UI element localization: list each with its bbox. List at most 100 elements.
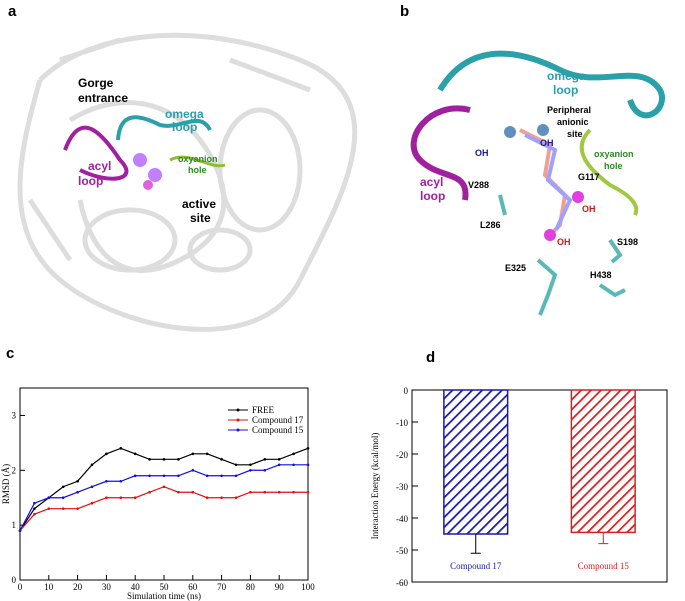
data-point <box>292 463 295 467</box>
annotation: Gorge <box>78 76 114 90</box>
data-point <box>162 485 166 489</box>
y-tick-label: 3 <box>12 410 17 420</box>
data-point <box>162 458 166 461</box>
legend-marker <box>236 408 240 412</box>
data-point <box>177 490 180 494</box>
data-point <box>177 474 180 478</box>
data-point <box>234 463 238 467</box>
legend-label: Compound 15 <box>252 425 304 435</box>
oh-label: OH <box>475 148 489 158</box>
annotation: Peripheral <box>547 105 591 115</box>
data-point <box>105 496 108 500</box>
y-axis-label: RMSD (Å) <box>1 464 11 504</box>
x-tick-label: 40 <box>131 582 141 592</box>
data-point <box>306 447 310 450</box>
data-point <box>234 496 238 500</box>
series-line <box>19 447 309 531</box>
data-point <box>33 507 36 510</box>
ligand <box>133 153 162 190</box>
data-point <box>292 452 295 456</box>
residue-label: L286 <box>480 220 501 230</box>
data-point <box>33 512 36 516</box>
data-point <box>33 501 36 505</box>
annotation: oxyanion <box>594 149 634 159</box>
data-point <box>263 468 267 472</box>
error-bar <box>470 534 481 554</box>
annotation: anionic <box>557 117 589 127</box>
data-point <box>18 529 22 532</box>
data-point <box>249 463 252 467</box>
data-point <box>277 458 281 461</box>
y-tick-label: -60 <box>396 578 408 588</box>
x-tick-label: 70 <box>217 582 227 592</box>
y-tick-label: -30 <box>396 482 408 492</box>
residue-sticks <box>498 194 626 316</box>
y-tick-label: 2 <box>12 465 17 475</box>
legend-marker <box>236 428 240 432</box>
y-axis-label: Interaction Energy (kcal/mol) <box>370 433 380 540</box>
x-tick-label: 60 <box>188 582 198 592</box>
oh-label: OH <box>582 204 596 214</box>
data-point <box>292 490 295 494</box>
x-tick-label: 0 <box>18 582 23 592</box>
acyl-loop-ribbon <box>410 105 471 201</box>
data-point <box>119 447 123 450</box>
data-point <box>306 490 310 494</box>
data-point <box>133 474 137 478</box>
annotation: site <box>567 129 583 139</box>
data-point <box>306 463 310 467</box>
data-point <box>220 496 223 500</box>
annotation: loop <box>553 83 578 97</box>
data-point <box>220 474 223 478</box>
data-point <box>133 496 137 500</box>
data-point <box>90 485 94 489</box>
panel-label: b <box>400 3 409 20</box>
annotation: acyl <box>88 159 111 173</box>
annotation: hole <box>188 165 207 175</box>
annotation: hole <box>604 161 623 171</box>
data-point <box>105 452 108 456</box>
annotation: loop <box>172 120 197 134</box>
y-tick-label: -50 <box>396 546 408 556</box>
data-point <box>76 490 79 494</box>
oh-label: OH <box>557 237 571 247</box>
legend-marker <box>236 418 240 422</box>
data-point <box>220 458 223 461</box>
legend-label: Compound 17 <box>252 415 304 425</box>
protein-ribbon <box>17 32 358 332</box>
data-point <box>263 490 267 494</box>
data-point <box>47 507 51 510</box>
data-point <box>76 479 79 483</box>
data-point <box>47 496 51 500</box>
omega-loop-ribbon <box>437 50 665 119</box>
oh-label: OH <box>540 138 554 148</box>
data-point <box>205 452 209 456</box>
x-tick-label: 90 <box>275 582 285 592</box>
x-tick-label: Compound 15 <box>578 561 630 571</box>
data-point <box>205 496 209 500</box>
panel-label: d <box>426 349 435 366</box>
data-point <box>105 479 108 483</box>
residue-label: G117 <box>578 172 600 182</box>
residue-label: E325 <box>505 263 526 273</box>
annotation: omega <box>547 69 586 83</box>
data-point <box>191 452 195 456</box>
x-tick-label: 30 <box>102 582 112 592</box>
oxyanion-ribbon <box>169 155 226 168</box>
y-tick-label: -10 <box>396 418 408 428</box>
data-point <box>205 474 209 478</box>
x-tick-label: 100 <box>301 582 315 592</box>
y-tick-label: 1 <box>12 520 17 530</box>
data-point <box>90 501 94 505</box>
data-point <box>90 463 94 467</box>
data-point <box>61 485 65 489</box>
acyl-loop-ribbon <box>63 125 129 181</box>
annotation: loop <box>78 174 103 188</box>
data-point <box>263 458 267 461</box>
x-tick-label: Compound 17 <box>450 561 502 571</box>
data-point <box>177 458 180 461</box>
data-point <box>61 496 65 500</box>
residue-label: V288 <box>468 180 489 190</box>
data-point <box>61 507 65 510</box>
